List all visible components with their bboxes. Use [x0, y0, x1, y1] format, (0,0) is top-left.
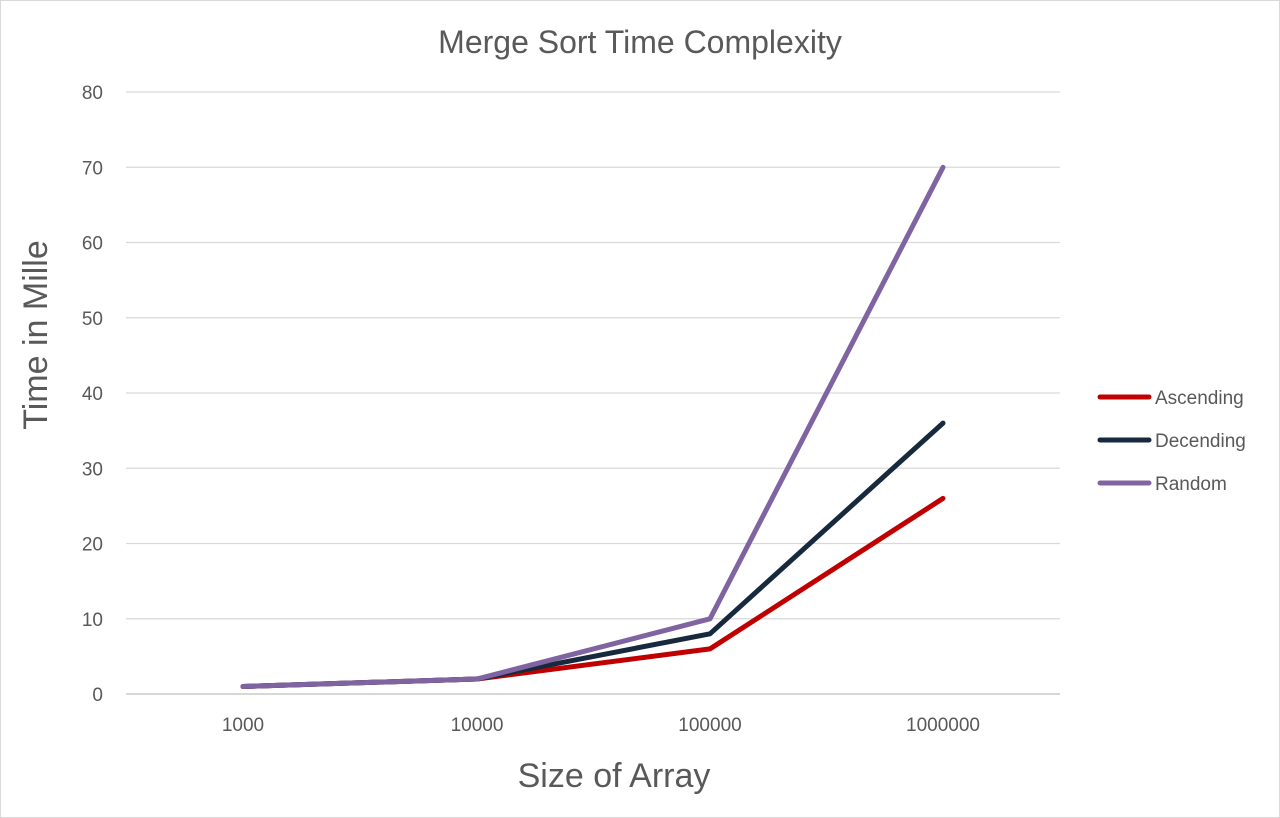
x-tick-label: 1000000 [906, 715, 980, 736]
x-tick-label: 1000 [222, 715, 264, 736]
x-axis-title: Size of Array [518, 757, 711, 795]
y-tick-label: 20 [82, 535, 103, 556]
y-tick-label: 50 [82, 309, 103, 330]
x-axis-tick-labels: 1000 10000 100000 1000000 [222, 715, 980, 736]
y-tick-label: 60 [82, 234, 103, 255]
y-tick-label: 30 [82, 459, 103, 480]
x-tick-label: 10000 [451, 715, 504, 736]
y-tick-label: 80 [82, 83, 103, 104]
chart-title: Merge Sort Time Complexity [438, 24, 842, 60]
y-axis-title: Time in Mille [17, 240, 55, 430]
legend-label-random: Random [1155, 474, 1227, 495]
y-tick-label: 40 [82, 384, 103, 405]
x-tick-label: 100000 [678, 715, 741, 736]
legend-label-ascending: Ascending [1155, 388, 1244, 409]
y-axis-tick-labels: 0 10 20 30 40 50 60 70 80 [82, 83, 103, 706]
series-line-random [240, 164, 946, 689]
y-tick-label: 0 [92, 685, 103, 706]
y-tick-label: 70 [82, 158, 103, 179]
legend: Ascending Decending Random [1097, 388, 1246, 495]
gridlines [126, 91, 1060, 695]
legend-label-decending: Decending [1155, 431, 1246, 452]
y-tick-label: 10 [82, 610, 103, 631]
series-lines [240, 164, 946, 689]
